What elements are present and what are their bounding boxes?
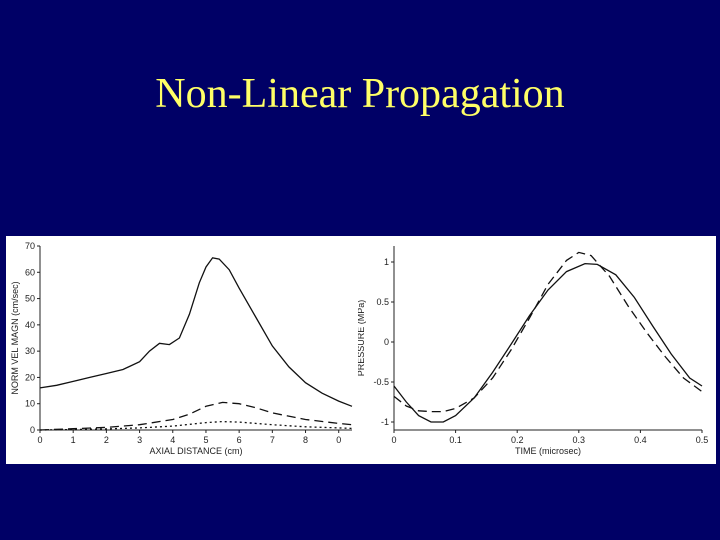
x-tick-label: 5	[203, 435, 208, 445]
pressure-chart: 0 0.1 0.2 0.3 0.4 0.5 -1 -0.5 0 0.5 1 TIME (microse…	[358, 246, 709, 456]
x-axis-title: TIME (microsec)	[515, 446, 581, 456]
x-tick-label: 7	[270, 435, 275, 445]
x-tick-label: 0.4	[634, 435, 647, 445]
x-tick-label: 0.3	[573, 435, 586, 445]
x-tick-label: 3	[137, 435, 142, 445]
y-tick-label: 70	[25, 241, 35, 251]
x-axis-title: AXIAL DISTANCE (cm)	[149, 446, 242, 456]
series-line-solid	[393, 262, 703, 423]
x-tick-label: 1	[71, 435, 76, 445]
x-tick-label: 6	[237, 435, 242, 445]
series-line-solid	[39, 257, 353, 407]
x-tick-label: 0.1	[449, 435, 462, 445]
x-tick-label: 0	[37, 435, 42, 445]
y-tick-label: 20	[25, 372, 35, 382]
y-tick-label: 0	[30, 425, 35, 435]
series-line-dotted	[39, 420, 353, 431]
y-tick-label: 30	[25, 346, 35, 356]
y-tick-label: 40	[25, 320, 35, 330]
velocity-chart-panel: 0 1 2 3 4 5 6 7 8 0 0 10 20 30 40 50 60 70 AXIAL DISTANCE …	[6, 236, 358, 464]
x-tick-label: 0.5	[696, 435, 709, 445]
x-tick-label: 0	[391, 435, 396, 445]
x-tick-label: 2	[104, 435, 109, 445]
y-tick-label: 0.5	[376, 297, 389, 307]
series-line-dashed	[39, 401, 353, 431]
y-tick-label: -0.5	[373, 377, 389, 387]
y-tick-label: -1	[381, 417, 389, 427]
y-axis-title: PRESSURE (MPa)	[358, 300, 366, 377]
pressure-chart-panel: 0 0.1 0.2 0.3 0.4 0.5 -1 -0.5 0 0.5 1 TIME (microse…	[358, 236, 716, 464]
x-tick-label: 0	[336, 435, 341, 445]
y-axis-title: NORM VEL MAGN (cm/sec)	[10, 281, 20, 394]
y-tick-label: 10	[25, 399, 35, 409]
y-tick-label: 60	[25, 267, 35, 277]
x-tick-label: 4	[170, 435, 175, 445]
y-tick-label: 0	[384, 337, 389, 347]
y-tick-label: 50	[25, 294, 35, 304]
y-tick-label: 1	[384, 257, 389, 267]
x-tick-label: 0.2	[511, 435, 524, 445]
x-tick-label: 8	[303, 435, 308, 445]
series-line-dashed	[393, 251, 703, 413]
slide-title: Non-Linear Propagation	[155, 71, 565, 117]
